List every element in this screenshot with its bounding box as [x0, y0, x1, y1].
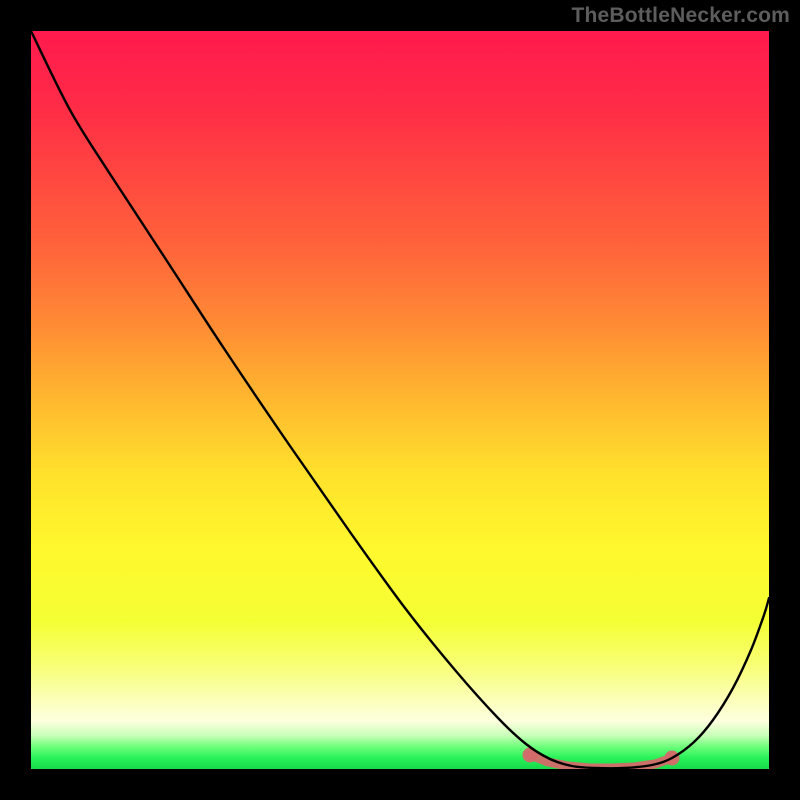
attribution-text: TheBottleNecker.com — [571, 4, 790, 28]
bottleneck-chart — [0, 0, 800, 800]
gradient-background — [31, 31, 769, 769]
